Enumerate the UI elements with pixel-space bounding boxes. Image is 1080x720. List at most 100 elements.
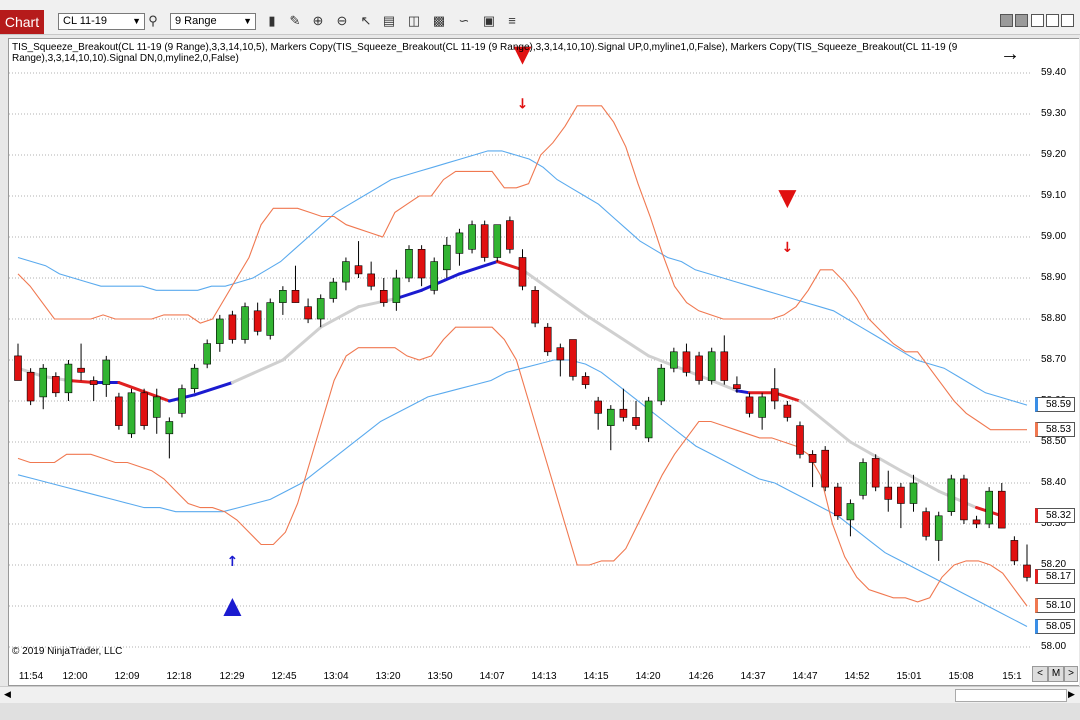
scroll-right-icon[interactable]: ▶	[1068, 689, 1075, 699]
scroll-right-arrow-icon[interactable]: →	[1000, 43, 1020, 65]
candle-body	[934, 515, 943, 541]
scroll-left-icon[interactable]: ◀	[4, 689, 11, 699]
nav-right-button[interactable]: >	[1064, 666, 1078, 682]
signal-down-triangle	[778, 190, 797, 209]
tile-icon[interactable]	[1000, 14, 1013, 27]
candle-body	[39, 367, 48, 398]
midline-segment	[521, 268, 588, 317]
chevron-down-icon: ▼	[132, 16, 141, 26]
price-marker-box: 58.53	[1035, 421, 1076, 437]
candle-body	[279, 290, 287, 303]
candle-body	[859, 462, 867, 496]
data-box-icon[interactable]: ▤	[382, 13, 396, 28]
candle-body	[354, 265, 363, 275]
price-marker-box: 58.10	[1035, 598, 1076, 613]
candle-body	[670, 351, 678, 369]
indicators-icon[interactable]: ∽	[458, 13, 470, 28]
price-tick-label: 58.00	[1041, 641, 1067, 652]
time-tick-label: 12:00	[62, 671, 88, 682]
time-tick-label: 14:47	[792, 671, 818, 682]
signal-up-triangle	[223, 598, 242, 616]
midline-segment	[281, 325, 323, 362]
candle-body	[216, 318, 224, 344]
midline-segment	[357, 297, 398, 309]
pointer-icon[interactable]: ↖	[360, 13, 372, 28]
price-tick-label: 59.10	[1041, 190, 1067, 201]
candle-body	[657, 367, 666, 402]
candle-body	[871, 458, 880, 488]
pencil-icon[interactable]: ✎	[289, 13, 301, 28]
candle-body	[682, 351, 691, 373]
candle-body	[1023, 564, 1031, 578]
midline-segment	[798, 399, 852, 444]
maximize-icon[interactable]	[1046, 14, 1059, 27]
candle-body	[405, 249, 413, 279]
price-tick-label: 58.40	[1041, 477, 1067, 488]
nav-left-button[interactable]: <	[1032, 666, 1048, 682]
indicator-label: TIS_Squeeze_Breakout(CL 11-19 (9 Range),…	[12, 42, 958, 64]
chart-toolbar: Chart CL 11-19 ▼ ⚲ 9 Range ▼ ▮ ✎ ⊕ ⊖ ↖ ▤…	[0, 0, 1080, 35]
horizontal-scrollbar[interactable]: ◀ ▶	[0, 686, 1080, 703]
candle-body	[796, 425, 804, 455]
candle-body	[77, 367, 85, 373]
candle-body	[304, 306, 312, 320]
scrollbar-thumb[interactable]	[955, 689, 1067, 702]
candle-body	[329, 281, 338, 299]
candle-body	[581, 376, 590, 385]
zoom-out-icon[interactable]: ⊖	[336, 13, 348, 28]
midline-segment	[735, 389, 752, 395]
candle-body	[972, 519, 981, 525]
upper-blue-band	[17, 150, 1028, 406]
candle-body	[392, 277, 401, 303]
chart-tab[interactable]: Chart	[0, 10, 44, 34]
candle-body	[543, 326, 552, 353]
list-icon[interactable]: ≡	[508, 13, 516, 28]
instrument-selector[interactable]: CL 11-19 ▼	[58, 13, 145, 30]
price-axis[interactable]: 59.40 59.30 59.20 59.10 59.00 58.90 58.80 58.70…	[1031, 38, 1079, 664]
candle-body	[228, 314, 237, 340]
candle-body	[909, 482, 918, 504]
candle-body	[468, 224, 476, 250]
time-axis[interactable]: 11:54 12:00 12:09 12:18 12:29 12:45 13:04 13:20…	[8, 663, 1032, 686]
templates-icon[interactable]: ▣	[482, 13, 496, 28]
price-tick-label: 58.90	[1041, 272, 1067, 283]
time-tick-label: 15:1	[1002, 671, 1022, 682]
search-icon[interactable]: ⚲	[148, 13, 158, 28]
candle-body	[1010, 540, 1019, 562]
candle-body	[342, 261, 350, 283]
candle-body	[707, 351, 716, 381]
minimize-icon[interactable]	[1031, 14, 1044, 27]
candle-body	[102, 359, 111, 385]
time-tick-label: 14:26	[688, 671, 714, 682]
midline-segment	[710, 379, 739, 393]
time-tick-label: 13:20	[375, 671, 401, 682]
candle-body	[455, 232, 464, 254]
properties-icon[interactable]: ◫	[407, 13, 421, 28]
time-tick-label: 12:18	[166, 671, 192, 682]
close-icon[interactable]	[1061, 14, 1074, 27]
candle-body	[165, 421, 174, 435]
nav-mid-button[interactable]: M	[1048, 666, 1064, 682]
candle-body	[443, 244, 451, 271]
candle-body	[758, 396, 766, 418]
price-tick-label: 58.50	[1041, 436, 1067, 447]
strategies-icon[interactable]: ▩	[432, 13, 446, 28]
time-tick-label: 11:54	[18, 671, 44, 682]
time-tick-label: 14:07	[479, 671, 505, 682]
midline-segment	[66, 379, 96, 385]
time-tick-label: 13:50	[427, 671, 453, 682]
candle-body	[241, 306, 249, 340]
bar-type-selector[interactable]: 9 Range ▼	[170, 13, 256, 30]
price-tick-label: 59.00	[1041, 231, 1067, 242]
chart-panel[interactable]: ↑ ↓ ↓	[8, 38, 1032, 664]
candle-body	[897, 486, 905, 504]
time-tick-label: 12:45	[271, 671, 297, 682]
candle-body	[266, 302, 275, 336]
candle-body	[531, 290, 539, 324]
tile2-icon[interactable]	[1015, 14, 1028, 27]
time-tick-label: 15:08	[948, 671, 974, 682]
time-tick-label: 14:20	[635, 671, 661, 682]
midline-segment	[319, 305, 361, 329]
zoom-in-icon[interactable]: ⊕	[312, 13, 324, 28]
bars-icon[interactable]: ▮	[268, 13, 276, 28]
